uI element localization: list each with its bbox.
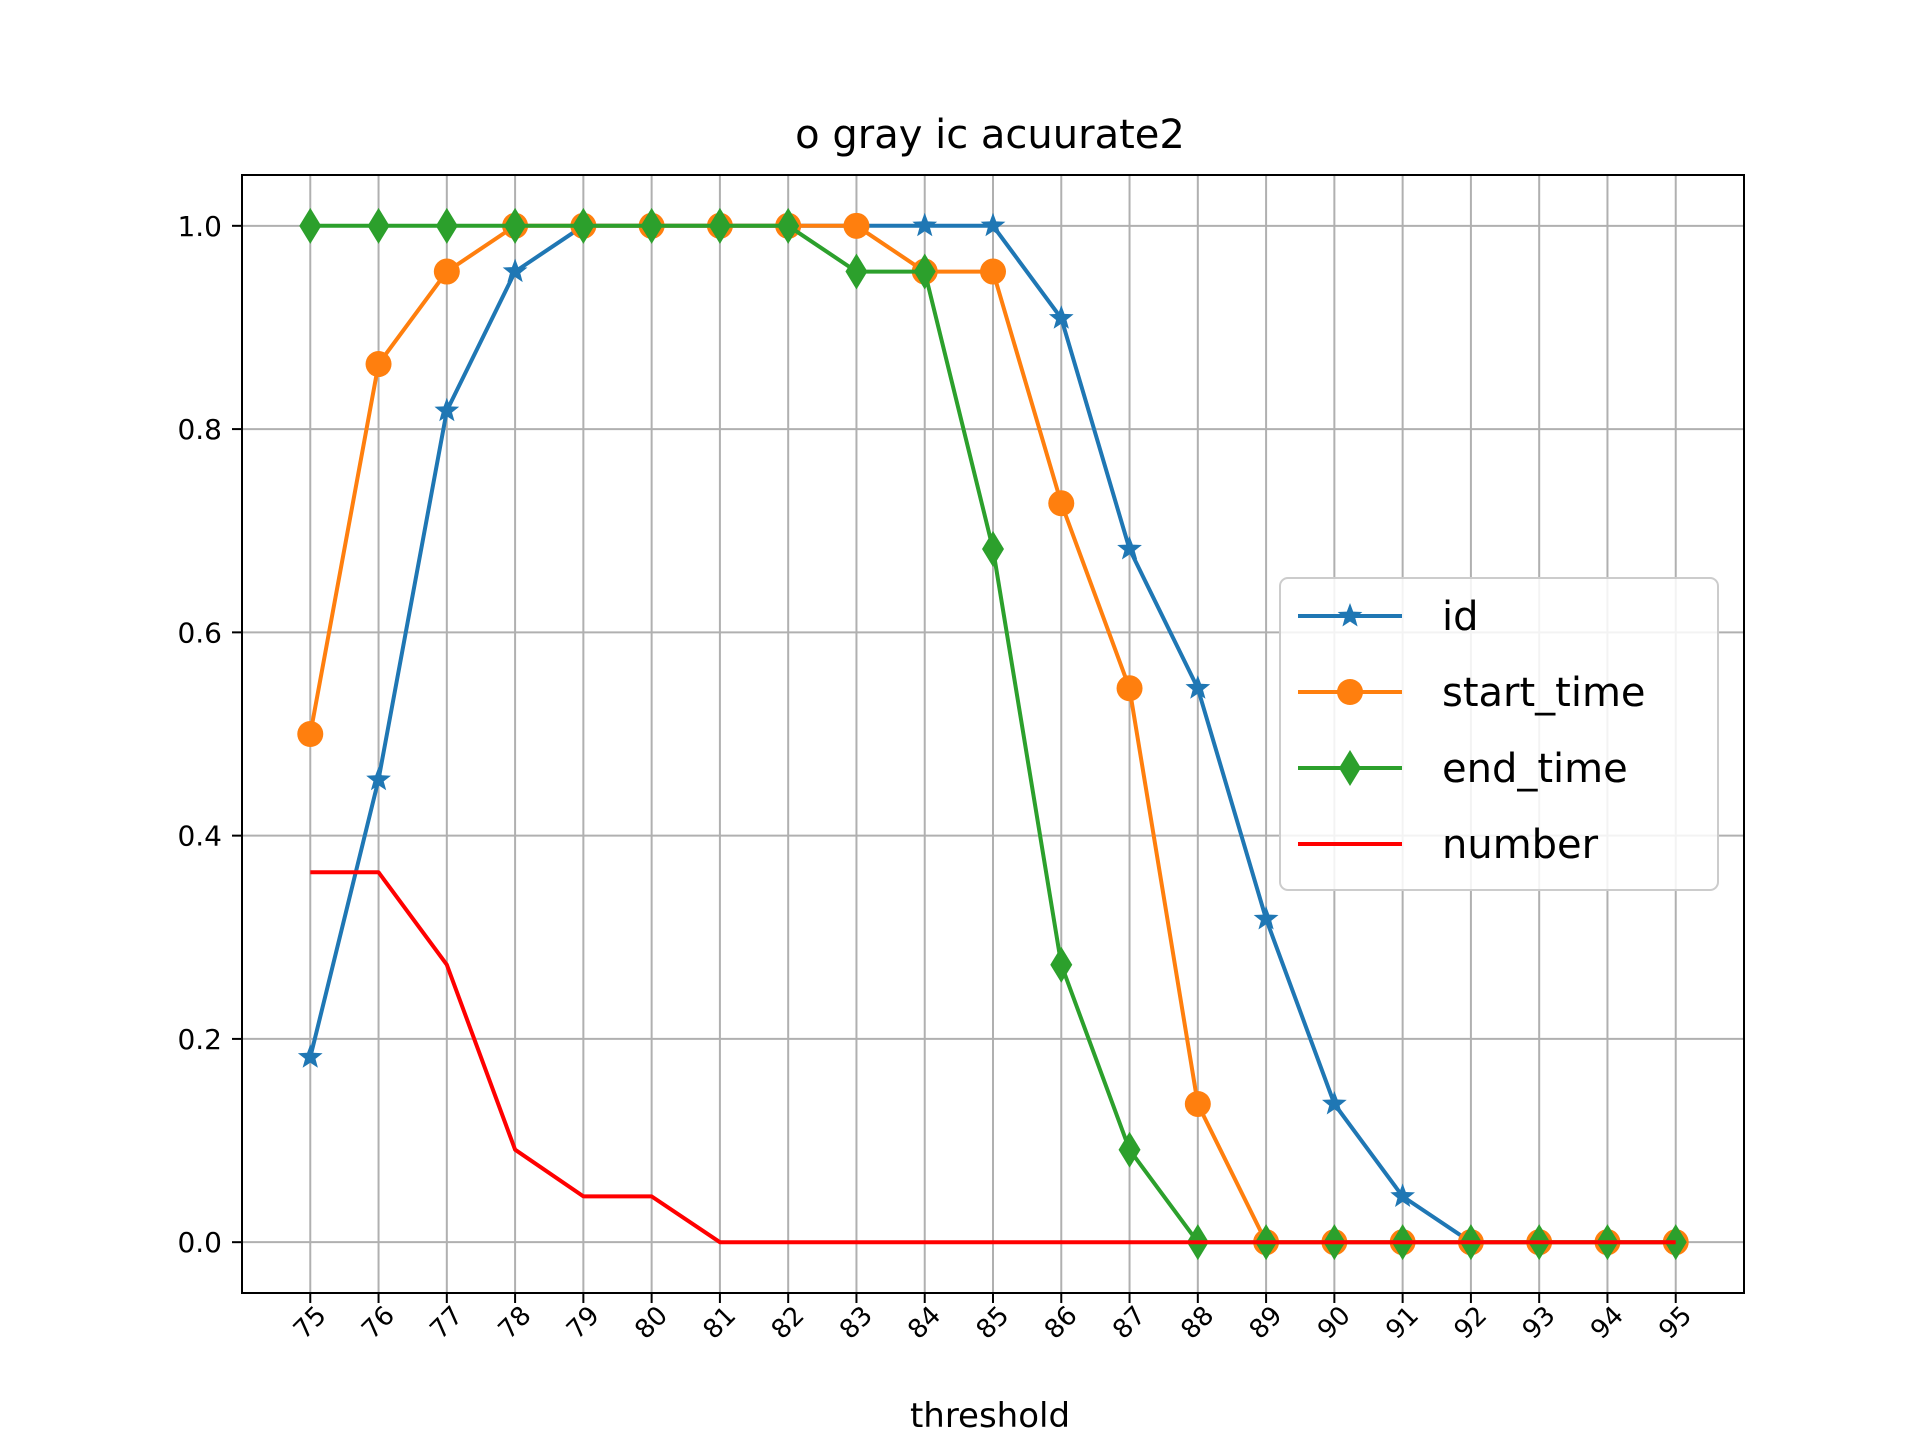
y-tick-label: 0.8 <box>177 413 222 446</box>
data-point-end_time <box>299 207 322 244</box>
legend-item-id: id <box>1298 594 1479 640</box>
series-number <box>310 870 1676 1245</box>
y-tick-label: 0.4 <box>177 820 222 853</box>
data-point-start_time <box>1184 1090 1211 1117</box>
legend-item-start_time: start_time <box>1298 670 1646 716</box>
x-axis-label: threshold <box>910 1396 1070 1436</box>
data-point-end_time <box>777 207 800 244</box>
legend-label: end_time <box>1442 746 1628 792</box>
data-point-end_time <box>435 207 458 244</box>
data-point-end_time <box>572 207 595 244</box>
data-point-id <box>1322 1091 1347 1115</box>
legend-marker <box>1337 679 1363 705</box>
data-point-id <box>434 397 460 422</box>
y-tick-label: 0.0 <box>177 1226 222 1259</box>
data-point-end_time <box>640 207 663 244</box>
data-point-id <box>1390 1183 1415 1207</box>
data-point-start_time <box>1048 490 1075 517</box>
data-point-start_time <box>980 258 1006 285</box>
y-tick-label: 1.0 <box>177 210 222 243</box>
data-point-start_time <box>433 258 460 285</box>
data-point-start_time <box>365 351 392 378</box>
y-axis-ticks: 0.0 0.2 0.4 0.6 0.8 1.0 <box>177 210 242 1259</box>
data-point-id <box>912 212 938 237</box>
data-point-id <box>1253 906 1279 930</box>
data-point-start_time <box>1116 675 1143 702</box>
y-tick-label: 0.6 <box>177 616 222 649</box>
data-point-end_time <box>504 207 527 244</box>
y-tick-label: 0.2 <box>177 1023 222 1056</box>
data-point-id <box>1185 675 1211 699</box>
data-point-id <box>1048 305 1074 329</box>
data-point-id <box>502 258 528 283</box>
legend-marker <box>1339 750 1361 786</box>
data-point-id <box>297 1044 323 1068</box>
series-line-number <box>310 870 1676 1245</box>
legend-label: id <box>1442 594 1479 640</box>
data-point-id <box>366 766 391 791</box>
data-point-id <box>980 212 1006 237</box>
data-point-end_time <box>913 253 936 290</box>
legend-label: number <box>1442 822 1599 868</box>
data-point-end_time <box>1050 946 1073 983</box>
legend-label: start_time <box>1442 670 1646 716</box>
data-point-start_time <box>843 212 870 239</box>
chart-title: o gray ic acuurate2 <box>795 112 1185 158</box>
data-point-id <box>1117 536 1142 560</box>
legend-item-end_time: end_time <box>1298 746 1628 792</box>
data-point-end_time <box>845 253 868 290</box>
data-point-end_time <box>1118 1131 1141 1168</box>
series-layer <box>297 207 1689 1261</box>
data-point-start_time <box>297 721 324 747</box>
data-point-end_time <box>708 207 731 244</box>
data-point-end_time <box>982 531 1004 568</box>
legend-box <box>1279 577 1719 891</box>
legend-marker <box>1337 603 1363 627</box>
data-point-end_time <box>367 207 390 244</box>
data-point-end_time <box>1664 1224 1687 1261</box>
legend-item-number: number <box>1298 822 1599 868</box>
